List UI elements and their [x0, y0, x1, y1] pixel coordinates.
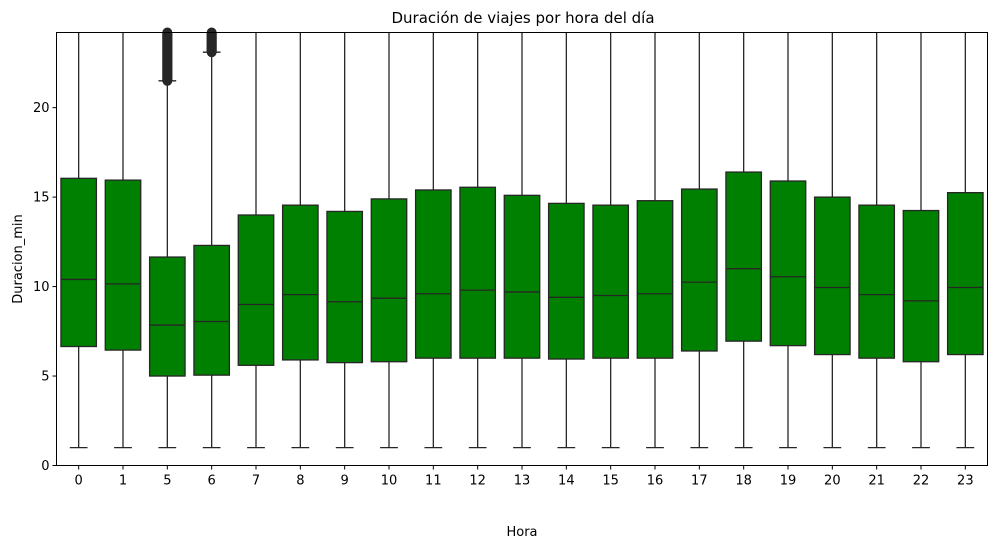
x-tick-label: 15 [602, 474, 619, 489]
x-tick-label: 16 [647, 474, 664, 489]
x-tick-label: 0 [75, 474, 83, 489]
box-iqr [636, 200, 674, 359]
box-iqr [503, 194, 541, 359]
box-iqr [60, 177, 98, 348]
box-iqr [725, 171, 763, 342]
box-14 [547, 32, 585, 449]
box-13 [503, 32, 541, 449]
box-iqr [459, 186, 497, 359]
box-iqr [946, 191, 984, 356]
x-tick-label: 7 [252, 474, 260, 489]
box-iqr [370, 198, 408, 363]
box-20 [813, 32, 851, 449]
x-tick-label: 6 [208, 474, 216, 489]
x-tick-label: 5 [163, 474, 171, 489]
x-tick-label: 11 [425, 474, 442, 489]
box-18 [725, 32, 763, 449]
y-tick-label: 5 [41, 370, 49, 385]
x-tick-label: 12 [469, 474, 486, 489]
box-7 [237, 32, 275, 449]
box-iqr [104, 179, 142, 351]
box-1 [104, 32, 142, 449]
chart-title: Duración de viajes por hora del día [391, 9, 654, 27]
y-tick-label: 15 [33, 191, 50, 206]
box-iqr [237, 214, 275, 366]
box-8 [281, 32, 319, 449]
x-tick-label: 22 [913, 474, 930, 489]
plot-frame [56, 32, 988, 466]
box-21 [858, 32, 896, 449]
x-tick-label: 1 [119, 474, 127, 489]
box-iqr [902, 209, 940, 363]
box-iqr [858, 204, 896, 359]
box-12 [459, 32, 497, 449]
box-16 [636, 32, 674, 449]
box-iqr [148, 256, 186, 377]
x-tick-label: 20 [824, 474, 841, 489]
box-iqr [547, 202, 585, 360]
y-tick-label: 0 [41, 459, 49, 474]
outlier-points-fill [206, 32, 217, 53]
box-23 [946, 32, 984, 449]
x-axis: 0 1 5 6 7 8 9 10 11 12 13 14 15 16 17 18 19 20 21 22 23 [75, 465, 974, 489]
box-22 [902, 32, 940, 449]
box-15 [592, 32, 630, 449]
box-iqr [680, 188, 718, 352]
outlier-points-fill [162, 32, 173, 81]
x-tick-label: 13 [514, 474, 531, 489]
box-10 [370, 32, 408, 449]
box-0 [60, 32, 98, 449]
x-tick-label: 14 [558, 474, 575, 489]
box-11 [414, 32, 452, 449]
x-tick-label: 17 [691, 474, 708, 489]
y-tick-label: 20 [33, 101, 50, 116]
y-axis: 0 5 10 15 20 [33, 101, 57, 474]
x-tick-label: 21 [868, 474, 885, 489]
box-iqr [326, 210, 364, 364]
box-5 [148, 27, 186, 449]
x-tick-label: 9 [341, 474, 349, 489]
y-axis-label: Duracion_min [11, 214, 26, 304]
y-tick-label: 10 [33, 280, 50, 295]
x-axis-label: Hora [506, 525, 537, 540]
x-tick-label: 8 [296, 474, 304, 489]
x-tick-label: 23 [957, 474, 974, 489]
box-iqr [193, 244, 231, 376]
box-9 [326, 32, 364, 449]
x-tick-label: 19 [780, 474, 797, 489]
box-iqr [281, 204, 319, 361]
box-17 [680, 32, 718, 449]
box-iqr [769, 180, 807, 347]
x-tick-label: 10 [381, 474, 398, 489]
box-19 [769, 32, 807, 449]
box-6 [193, 27, 231, 449]
plot-area [60, 27, 984, 449]
box-iqr [592, 204, 630, 359]
box-iqr [813, 196, 851, 356]
box-iqr [414, 189, 452, 359]
x-tick-label: 18 [735, 474, 752, 489]
